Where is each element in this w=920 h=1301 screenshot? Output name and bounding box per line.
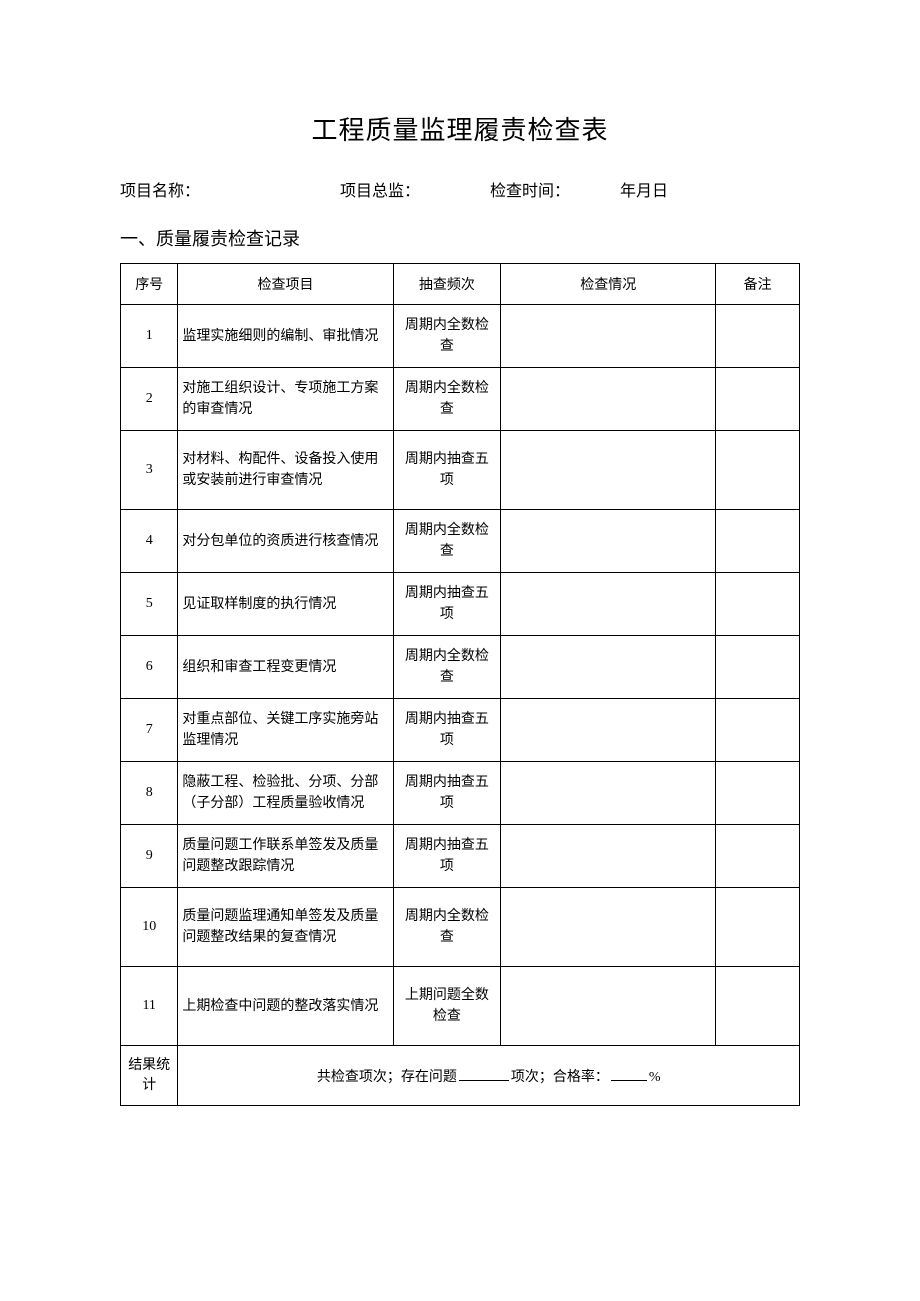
cell-status [501,825,716,888]
cell-status [501,368,716,431]
header-remark: 备注 [716,264,800,305]
summary-content: 共检查项次；存在问题 项次；合格率：% [178,1046,800,1106]
cell-item: 对材料、构配件、设备投入使用或安装前进行审查情况 [178,431,393,510]
cell-remark [716,967,800,1046]
cell-freq: 周期内抽查五项 [393,699,501,762]
cell-status [501,305,716,368]
cell-item: 监理实施细则的编制、审批情况 [178,305,393,368]
blank-line [611,1080,647,1081]
cell-seq: 2 [121,368,178,431]
cell-remark [716,825,800,888]
cell-remark [716,699,800,762]
summary-text-3: % [649,1070,661,1085]
table-row: 9质量问题工作联系单签发及质量问题整改跟踪情况周期内抽查五项 [121,825,800,888]
cell-freq: 周期内抽查五项 [393,573,501,636]
table-row: 3对材料、构配件、设备投入使用或安装前进行审查情况周期内抽查五项 [121,431,800,510]
cell-freq: 周期内全数检查 [393,305,501,368]
page-title: 工程质量监理履责检查表 [120,110,800,147]
cell-remark [716,510,800,573]
table-row: 7对重点部位、关键工序实施旁站监理情况周期内抽查五项 [121,699,800,762]
cell-seq: 3 [121,431,178,510]
cell-freq: 周期内抽查五项 [393,825,501,888]
cell-seq: 5 [121,573,178,636]
inspection-table: 序号 检查项目 抽查频次 检查情况 备注 1监理实施细则的编制、审批情况周期内全… [120,263,800,1106]
table-row: 8隐蔽工程、检验批、分项、分部（子分部）工程质量验收情况周期内抽查五项 [121,762,800,825]
cell-seq: 9 [121,825,178,888]
cell-item: 质量问题工作联系单签发及质量问题整改跟踪情况 [178,825,393,888]
cell-freq: 周期内抽查五项 [393,431,501,510]
cell-remark [716,573,800,636]
cell-seq: 4 [121,510,178,573]
table-row: 11上期检查中问题的整改落实情况上期问题全数检查 [121,967,800,1046]
project-name-label: 项目名称： [120,177,340,201]
table-row: 10质量问题监理通知单签发及质量问题整改结果的复查情况周期内全数检查 [121,888,800,967]
header-item: 检查项目 [178,264,393,305]
header-status: 检查情况 [501,264,716,305]
cell-seq: 7 [121,699,178,762]
cell-status [501,967,716,1046]
summary-row: 结果统计 共检查项次；存在问题 项次；合格率：% [121,1046,800,1106]
cell-status [501,888,716,967]
cell-item: 对施工组织设计、专项施工方案的审查情况 [178,368,393,431]
cell-freq: 周期内全数检查 [393,510,501,573]
info-row: 项目名称： 项目总监： 检查时间： 年月日 [120,177,800,201]
table-row: 4对分包单位的资质进行核查情况周期内全数检查 [121,510,800,573]
cell-remark [716,305,800,368]
header-seq: 序号 [121,264,178,305]
cell-status [501,699,716,762]
summary-text-1: 共检查项次；存在问题 [317,1070,457,1085]
header-freq: 抽查频次 [393,264,501,305]
blank-line [459,1080,509,1081]
cell-remark [716,368,800,431]
cell-remark [716,762,800,825]
table-row: 5见证取样制度的执行情况周期内抽查五项 [121,573,800,636]
table-row: 6组织和审查工程变更情况周期内全数检查 [121,636,800,699]
cell-freq: 周期内全数检查 [393,636,501,699]
table-header-row: 序号 检查项目 抽查频次 检查情况 备注 [121,264,800,305]
cell-item: 见证取样制度的执行情况 [178,573,393,636]
section-title: 一、质量履责检查记录 [120,225,800,251]
cell-seq: 1 [121,305,178,368]
summary-text-2: 项次；合格率： [511,1070,609,1085]
table-row: 1监理实施细则的编制、审批情况周期内全数检查 [121,305,800,368]
cell-remark [716,431,800,510]
cell-seq: 10 [121,888,178,967]
cell-freq: 周期内全数检查 [393,888,501,967]
cell-freq: 周期内全数检查 [393,368,501,431]
cell-freq: 上期问题全数检查 [393,967,501,1046]
date-label: 年月日 [620,177,668,201]
cell-item: 质量问题监理通知单签发及质量问题整改结果的复查情况 [178,888,393,967]
check-time-label: 检查时间： [490,177,620,201]
cell-status [501,636,716,699]
cell-status [501,510,716,573]
cell-item: 上期检查中问题的整改落实情况 [178,967,393,1046]
cell-item: 隐蔽工程、检验批、分项、分部（子分部）工程质量验收情况 [178,762,393,825]
cell-freq: 周期内抽查五项 [393,762,501,825]
cell-item: 对重点部位、关键工序实施旁站监理情况 [178,699,393,762]
cell-seq: 11 [121,967,178,1046]
cell-remark [716,888,800,967]
summary-label: 结果统计 [121,1046,178,1106]
project-director-label: 项目总监： [340,177,490,201]
cell-status [501,762,716,825]
cell-item: 组织和审查工程变更情况 [178,636,393,699]
cell-remark [716,636,800,699]
cell-seq: 6 [121,636,178,699]
cell-status [501,431,716,510]
cell-seq: 8 [121,762,178,825]
table-row: 2对施工组织设计、专项施工方案的审查情况周期内全数检查 [121,368,800,431]
cell-status [501,573,716,636]
cell-item: 对分包单位的资质进行核查情况 [178,510,393,573]
